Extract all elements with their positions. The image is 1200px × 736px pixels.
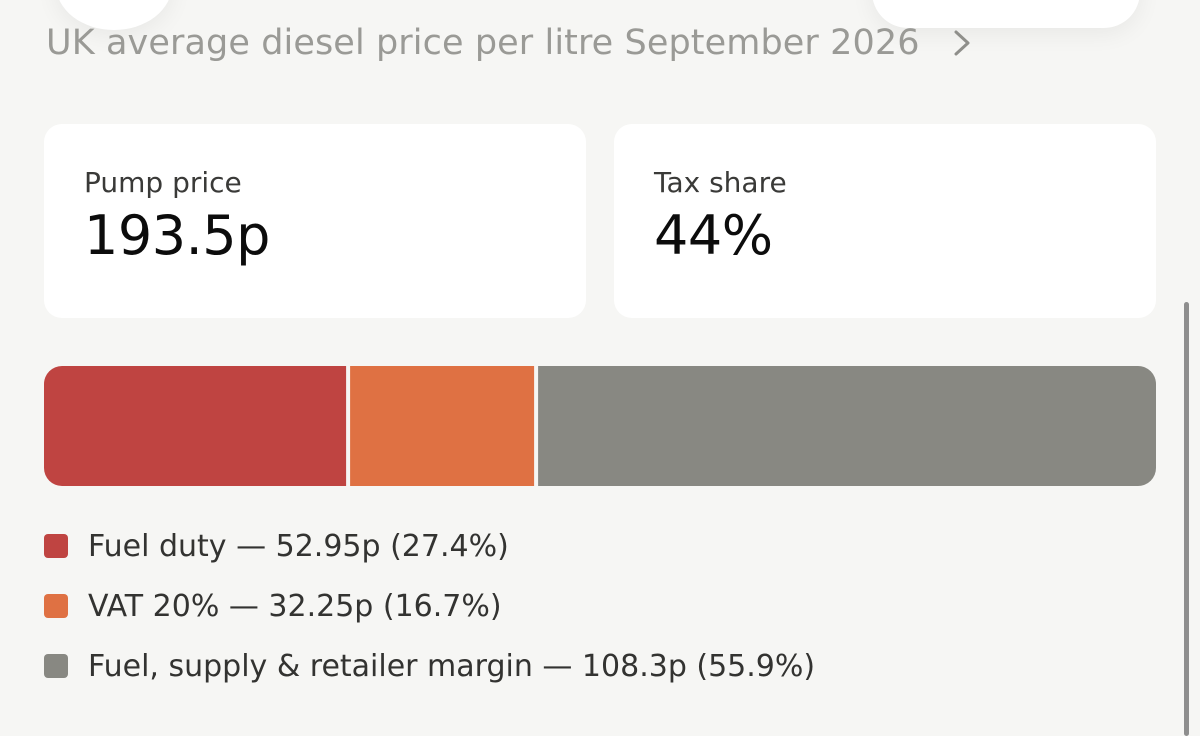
scrollbar[interactable] bbox=[1184, 302, 1189, 736]
pump-price-card: Pump price 193.5p bbox=[44, 124, 586, 318]
legend-swatch-vat bbox=[44, 594, 68, 618]
legend-swatch-fuel-duty bbox=[44, 534, 68, 558]
legend-swatch-margin bbox=[44, 654, 68, 678]
stacked-price-bar bbox=[44, 366, 1156, 486]
pump-price-label: Pump price bbox=[84, 166, 242, 199]
bar-segment-fuel-supply-retailer-margin bbox=[538, 366, 1156, 486]
legend-label-fuel-duty: Fuel duty — 52.95p (27.4%) bbox=[88, 528, 509, 564]
header-link[interactable]: UK average diesel price per litre Septem… bbox=[46, 18, 974, 68]
legend-label-vat: VAT 20% — 32.25p (16.7%) bbox=[88, 588, 502, 624]
tax-share-card: Tax share 44% bbox=[614, 124, 1156, 318]
legend: Fuel duty — 52.95p (27.4%) VAT 20% — 32.… bbox=[44, 524, 1044, 704]
tax-share-value: 44% bbox=[654, 204, 773, 267]
page-title: UK average diesel price per litre Septem… bbox=[46, 23, 920, 63]
bar-segment-vat-20 bbox=[350, 366, 535, 486]
legend-item-fuel-duty: Fuel duty — 52.95p (27.4%) bbox=[44, 524, 1044, 568]
top-right-button[interactable] bbox=[872, 0, 1140, 28]
chevron-right-icon bbox=[950, 28, 974, 58]
legend-item-margin: Fuel, supply & retailer margin — 108.3p … bbox=[44, 644, 1044, 688]
bar-segment-fuel-duty bbox=[44, 366, 347, 486]
pump-price-value: 193.5p bbox=[84, 204, 270, 267]
tax-share-label: Tax share bbox=[654, 166, 787, 199]
legend-item-vat: VAT 20% — 32.25p (16.7%) bbox=[44, 584, 1044, 628]
legend-label-margin: Fuel, supply & retailer margin — 108.3p … bbox=[88, 648, 816, 684]
